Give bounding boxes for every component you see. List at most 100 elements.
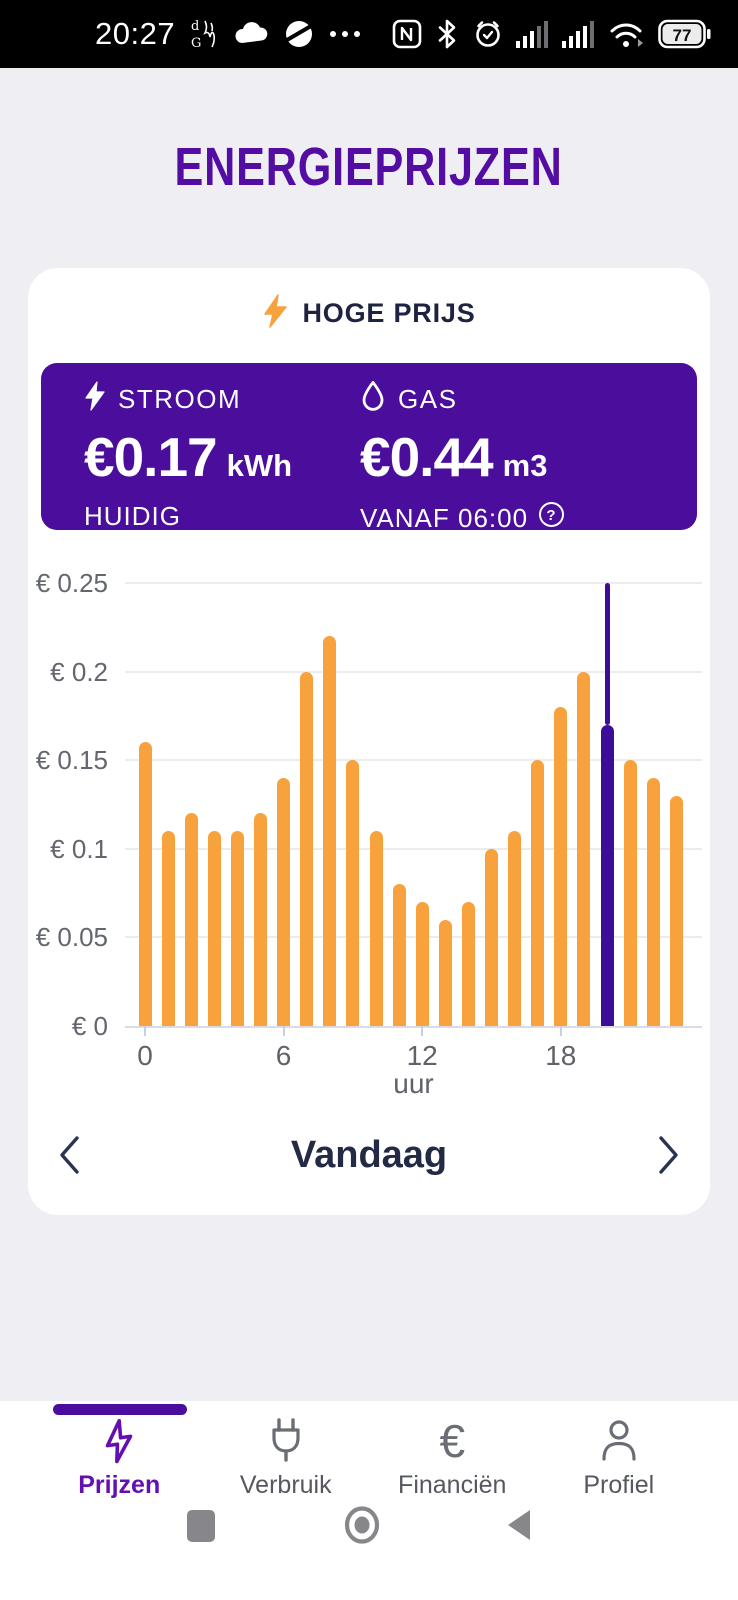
gas-unit: m3 bbox=[502, 448, 548, 483]
gas-note: VANAF 06:00 bbox=[360, 502, 529, 533]
bar-hour-4[interactable] bbox=[230, 831, 244, 1026]
x-tick-label: 18 bbox=[545, 1040, 577, 1071]
gridline bbox=[125, 759, 702, 762]
wifi-icon bbox=[608, 19, 646, 49]
bottom-bar: Prijzen Verbruik € Financiën Profiel bbox=[0, 1401, 738, 1600]
x-tick-label: 6 bbox=[275, 1040, 292, 1071]
lightning-icon bbox=[262, 294, 288, 333]
tab-bar: Prijzen Verbruik € Financiën Profiel bbox=[0, 1401, 738, 1500]
gas-label: GAS bbox=[398, 383, 458, 414]
gridline bbox=[125, 847, 702, 850]
bar-hour-19[interactable] bbox=[577, 671, 591, 1026]
tab-financien[interactable]: € Financiën bbox=[369, 1417, 536, 1500]
bar-hour-3[interactable] bbox=[207, 831, 221, 1026]
clock-time: 20:27 bbox=[95, 16, 176, 51]
tab-verbruik[interactable]: Verbruik bbox=[203, 1417, 370, 1500]
battery-icon: 77 bbox=[658, 18, 712, 50]
bar-hour-13[interactable] bbox=[438, 919, 452, 1026]
signal-icon-sim1 bbox=[516, 19, 550, 49]
gridline bbox=[125, 670, 702, 673]
price-status-label: HOGE PRIJS bbox=[302, 298, 476, 328]
x-tick-label: 12 bbox=[406, 1040, 438, 1071]
home-button[interactable] bbox=[343, 1505, 381, 1550]
bar-hour-7[interactable] bbox=[300, 671, 314, 1026]
next-day-button[interactable] bbox=[648, 1129, 688, 1181]
electricity-note: HUIDIG bbox=[84, 501, 181, 531]
bar-hour-14[interactable] bbox=[461, 901, 475, 1026]
electricity-price: €0.17 bbox=[84, 426, 218, 488]
x-tick bbox=[144, 1026, 146, 1036]
x-tick bbox=[421, 1026, 424, 1036]
gas-section: GAS €0.44 m3 VANAF 06:00 ? bbox=[360, 380, 565, 535]
gridline bbox=[125, 936, 702, 939]
disc-icon bbox=[283, 18, 315, 50]
electricity-section: STROOM €0.17 kWh HUIDIG bbox=[84, 380, 293, 532]
active-tab-indicator bbox=[53, 1404, 187, 1415]
battery-percent-text: 77 bbox=[673, 26, 692, 45]
plug-icon bbox=[264, 1417, 308, 1465]
tab-profiel[interactable]: Profiel bbox=[536, 1417, 703, 1500]
chart-x-axis-title: uur bbox=[393, 1068, 434, 1099]
nfc-icon bbox=[392, 19, 422, 49]
previous-day-button[interactable] bbox=[50, 1129, 90, 1181]
gridline bbox=[125, 582, 702, 584]
cloud-icon bbox=[233, 20, 271, 48]
current-price-panel: STROOM €0.17 kWh HUIDIG GAS € bbox=[41, 363, 697, 533]
page-title: ENERGIEPRIJZEN bbox=[174, 137, 564, 197]
bar-hour-15[interactable] bbox=[485, 848, 498, 1026]
question-circle-icon[interactable]: ? bbox=[538, 501, 565, 535]
tab-label: Financiën bbox=[398, 1471, 507, 1499]
bar-hour-9[interactable] bbox=[346, 760, 360, 1026]
bar-hour-17[interactable] bbox=[531, 760, 545, 1026]
person-icon bbox=[597, 1417, 641, 1465]
lightning-icon bbox=[98, 1417, 140, 1465]
back-button[interactable] bbox=[506, 1509, 532, 1546]
bar-hour-21[interactable] bbox=[623, 760, 637, 1026]
svg-text:?: ? bbox=[546, 507, 556, 524]
tab-prijzen[interactable]: Prijzen bbox=[36, 1417, 203, 1500]
bar-hour-23[interactable] bbox=[669, 795, 683, 1026]
bar-hour-6[interactable] bbox=[277, 777, 291, 1026]
period-label: Vandaag bbox=[290, 1133, 448, 1176]
x-tick bbox=[282, 1026, 285, 1036]
price-status-header: HOGE PRIJS bbox=[28, 294, 710, 333]
alarm-icon bbox=[472, 18, 504, 50]
bar-hour-11[interactable] bbox=[392, 884, 406, 1026]
y-tick-label: € 0.25 bbox=[35, 568, 108, 598]
period-navigator: Vandaag bbox=[28, 1123, 710, 1187]
bar-hour-18[interactable] bbox=[554, 707, 568, 1026]
bar-hour-22[interactable] bbox=[646, 777, 660, 1026]
bar-hour-20[interactable] bbox=[600, 724, 614, 1026]
x-tick bbox=[559, 1026, 562, 1036]
more-notifications-icon bbox=[327, 28, 367, 40]
bar-hour-1[interactable] bbox=[161, 831, 175, 1026]
bar-hour-0[interactable] bbox=[138, 742, 152, 1026]
x-tick-label: 0 bbox=[137, 1040, 153, 1071]
droplet-icon bbox=[360, 380, 386, 419]
bar-hour-16[interactable] bbox=[508, 831, 522, 1026]
y-tick-label: € 0.2 bbox=[50, 656, 108, 687]
current-hour-marker-line bbox=[604, 583, 610, 725]
lightning-icon bbox=[84, 380, 106, 418]
price-card: HOGE PRIJS STROOM €0.17 kWh HUIDIG bbox=[28, 268, 710, 1215]
euro-icon: € bbox=[439, 1415, 466, 1467]
bar-hour-8[interactable] bbox=[323, 636, 337, 1026]
electricity-label: STROOM bbox=[118, 383, 242, 414]
bar-hour-12[interactable] bbox=[415, 901, 429, 1026]
chart-plot: 0 6 12 18 bbox=[125, 582, 702, 1071]
bar-hour-2[interactable] bbox=[184, 813, 198, 1026]
y-tick-label: € 0.1 bbox=[50, 833, 108, 864]
svg-text:d: d bbox=[191, 19, 199, 34]
chart-y-labels: € 0 € 0.05 € 0.1 € 0.15 € 0.2 € 0.25 bbox=[28, 568, 108, 1041]
recents-button[interactable] bbox=[186, 1509, 216, 1548]
y-tick-label: € 0.15 bbox=[35, 745, 108, 776]
signal-icon-sim2 bbox=[562, 19, 596, 49]
tab-label: Verbruik bbox=[239, 1471, 332, 1499]
bar-hour-5[interactable] bbox=[254, 813, 267, 1026]
electricity-unit: kWh bbox=[226, 448, 293, 483]
bar-hour-10[interactable] bbox=[369, 831, 383, 1026]
svg-text:G: G bbox=[191, 36, 201, 51]
gas-price: €0.44 bbox=[360, 426, 494, 488]
